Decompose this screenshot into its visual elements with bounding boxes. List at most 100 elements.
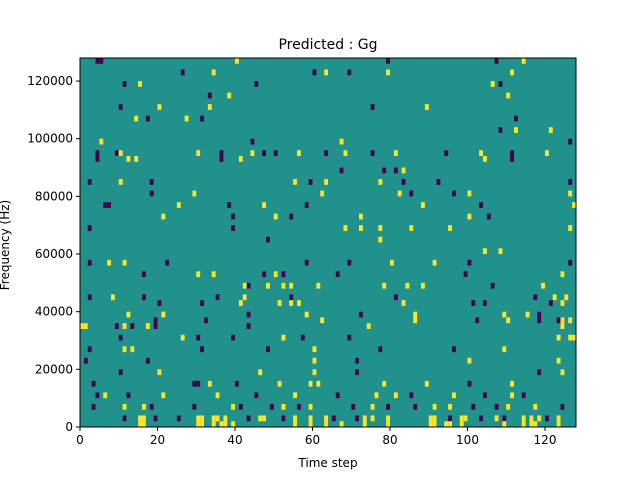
heatmap-cell bbox=[308, 380, 313, 387]
heatmap-cell bbox=[200, 415, 205, 422]
heatmap-cell bbox=[378, 179, 383, 185]
heatmap-cell bbox=[401, 300, 406, 306]
heatmap-cell bbox=[335, 392, 340, 399]
heatmap-cell bbox=[134, 115, 139, 122]
heatmap-cell bbox=[537, 415, 542, 422]
y-tick-label: 20000 bbox=[35, 362, 73, 376]
heatmap-cell bbox=[467, 259, 472, 266]
heatmap-cell bbox=[320, 317, 325, 324]
heatmap-cell bbox=[262, 150, 267, 157]
heatmap-cell bbox=[529, 415, 534, 422]
heatmap-cell bbox=[87, 294, 92, 301]
heatmap-cell bbox=[316, 380, 321, 387]
heatmap-cell bbox=[331, 415, 336, 422]
heatmap-cell bbox=[552, 294, 557, 301]
heatmap-cell bbox=[196, 150, 201, 157]
heatmap-cell bbox=[153, 323, 158, 329]
heatmap-cell bbox=[80, 323, 84, 329]
heatmap-cell bbox=[355, 369, 360, 376]
heatmap-cell bbox=[231, 225, 236, 231]
heatmap-cell bbox=[390, 259, 394, 266]
heatmap-cell bbox=[122, 346, 127, 353]
heatmap-cell bbox=[95, 392, 100, 399]
heatmap-cell bbox=[556, 357, 561, 364]
heatmap-cell bbox=[463, 415, 468, 422]
heatmap-cell bbox=[432, 421, 437, 427]
heatmap-cell bbox=[324, 69, 329, 76]
heatmap-cell bbox=[238, 156, 243, 162]
x-tick-label: 80 bbox=[382, 433, 397, 447]
heatmap-cell bbox=[207, 380, 212, 387]
heatmap-cell bbox=[211, 271, 216, 278]
y-tick-label: 120000 bbox=[27, 74, 73, 88]
heatmap-cell bbox=[467, 213, 472, 220]
heatmap-cell bbox=[200, 115, 205, 122]
heatmap-cell bbox=[432, 259, 437, 266]
heatmap-cell bbox=[142, 415, 146, 422]
heatmap-cell bbox=[157, 104, 162, 110]
heatmap-cell bbox=[142, 421, 146, 427]
heatmap-cell bbox=[355, 357, 360, 364]
heatmap-cell bbox=[556, 415, 561, 422]
heatmap-cell bbox=[223, 421, 228, 427]
heatmap-cell bbox=[510, 392, 515, 399]
heatmap-cell bbox=[510, 150, 515, 157]
chart-title: Predicted : Gg bbox=[278, 37, 377, 53]
heatmap-cell bbox=[568, 190, 573, 197]
heatmap-cell bbox=[180, 334, 185, 341]
heatmap-cell bbox=[99, 58, 104, 64]
heatmap-cell bbox=[483, 392, 487, 399]
heatmap-cell bbox=[506, 92, 511, 99]
heatmap-cell bbox=[568, 317, 573, 324]
heatmap-cell bbox=[560, 369, 565, 376]
heatmap-cell bbox=[246, 311, 251, 318]
heatmap-cell bbox=[479, 415, 484, 422]
heatmap-cell bbox=[138, 415, 143, 422]
heatmap-cell bbox=[238, 300, 243, 306]
heatmap-cell bbox=[293, 421, 298, 427]
heatmap-cell bbox=[502, 421, 507, 427]
y-tick-label: 40000 bbox=[35, 305, 73, 319]
heatmap-cell bbox=[87, 225, 92, 231]
heatmap-cell bbox=[273, 150, 278, 157]
heatmap-cell bbox=[304, 259, 309, 266]
heatmap-cell bbox=[560, 271, 565, 278]
heatmap-cell bbox=[502, 311, 507, 318]
heatmap-cell bbox=[324, 150, 329, 157]
heatmap-cell bbox=[397, 190, 402, 197]
heatmap-cell bbox=[382, 282, 387, 289]
heatmap-cell bbox=[459, 421, 464, 427]
axes-frame bbox=[79, 57, 577, 428]
heatmap-cell bbox=[262, 202, 267, 208]
heatmap-cell bbox=[138, 421, 143, 427]
heatmap-cell bbox=[479, 150, 484, 157]
x-tick-label: 20 bbox=[150, 433, 165, 447]
heatmap-cell bbox=[312, 69, 317, 76]
heatmap-cell bbox=[111, 294, 115, 301]
heatmap-cell bbox=[498, 81, 503, 87]
heatmap-cell bbox=[242, 282, 247, 289]
heatmap-cell bbox=[219, 150, 224, 157]
heatmap-cell bbox=[556, 334, 561, 341]
heatmap-cell bbox=[99, 138, 104, 145]
heatmap-cell bbox=[413, 311, 418, 318]
heatmap-cell bbox=[568, 179, 573, 185]
heatmap-cell bbox=[510, 69, 515, 76]
heatmap-cell bbox=[231, 421, 236, 427]
heatmap-cell bbox=[231, 334, 236, 341]
heatmap-cell bbox=[304, 202, 309, 208]
heatmap-cell bbox=[196, 334, 201, 341]
heatmap-cell bbox=[304, 311, 309, 318]
heatmap-cell bbox=[475, 317, 480, 324]
heatmap-cell bbox=[548, 127, 553, 133]
heatmap-cell bbox=[266, 236, 270, 243]
y-axis-label: Frequency (Hz) bbox=[0, 200, 12, 291]
heatmap-cell bbox=[490, 81, 495, 87]
heatmap-cell bbox=[149, 403, 154, 410]
heatmap-cell bbox=[300, 334, 305, 341]
heatmap-cell bbox=[560, 300, 565, 306]
heatmap-cell bbox=[297, 403, 301, 410]
y-tick-label: 80000 bbox=[35, 189, 73, 203]
heatmap-cell bbox=[83, 357, 88, 364]
